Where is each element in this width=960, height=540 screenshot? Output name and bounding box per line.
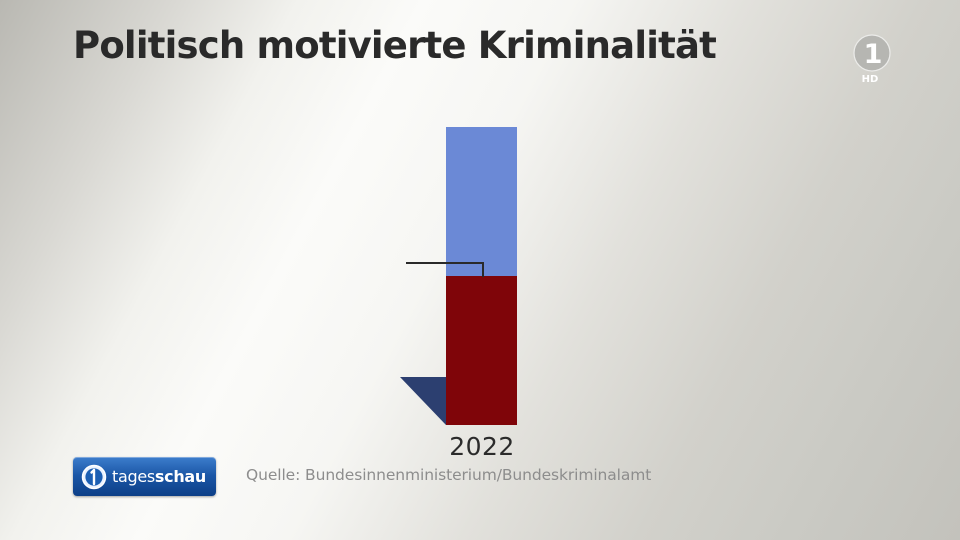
x-tick-label-2022: 2022 [449,432,515,461]
bar-segment-2 [446,127,517,276]
hd-badge: HD [862,74,879,85]
tagesschau-wordmark-bold: schau [154,467,207,486]
tagesschau-logo: tagesschau [73,457,216,496]
bar-series-group [446,127,517,425]
chart-source: Quelle: Bundesinnenministerium/Bundeskri… [246,466,652,484]
bar-shadow [400,377,446,425]
tagesschau-globe-icon [81,464,107,489]
annotation-pointer-line [406,262,484,277]
tagesschau-wordmark: tagesschau [112,467,206,486]
tagesschau-wordmark-light: tages [112,467,155,486]
ard-logo-number: 1 [864,39,883,70]
ard-logo-icon: 1 HD [853,34,891,85]
bar-segment-1 [446,276,517,425]
chart-title: Politisch motivierte Kriminalität [73,24,717,67]
